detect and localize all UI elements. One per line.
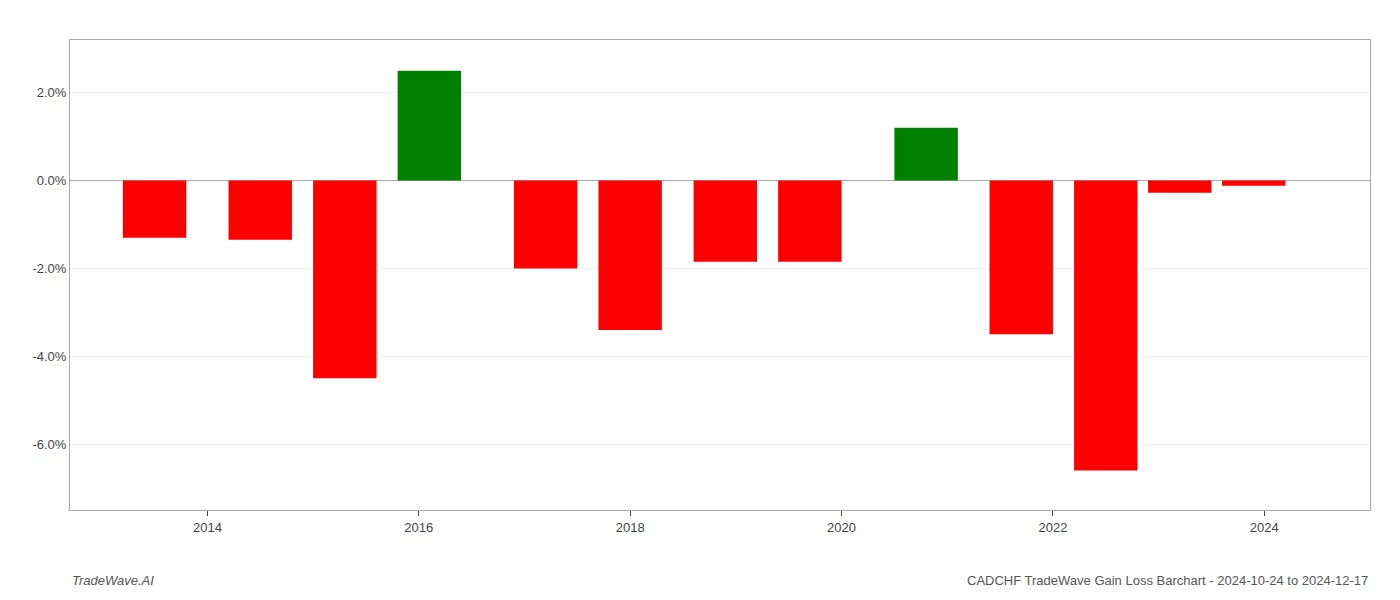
svg-text:2016: 2016 (404, 520, 433, 535)
svg-text:2024: 2024 (1250, 520, 1279, 535)
svg-text:-6.0%: -6.0% (32, 437, 66, 452)
svg-text:2018: 2018 (616, 520, 645, 535)
svg-text:2.0%: 2.0% (37, 85, 67, 100)
svg-text:-4.0%: -4.0% (32, 349, 66, 364)
svg-text:TradeWave.AI: TradeWave.AI (72, 573, 154, 588)
svg-text:2020: 2020 (827, 520, 856, 535)
svg-text:-2.0%: -2.0% (32, 261, 66, 276)
svg-text:2014: 2014 (193, 520, 222, 535)
svg-text:2022: 2022 (1038, 520, 1067, 535)
svg-text:CADCHF TradeWave Gain Loss Bar: CADCHF TradeWave Gain Loss Barchart - 20… (967, 573, 1368, 588)
svg-text:0.0%: 0.0% (37, 173, 67, 188)
